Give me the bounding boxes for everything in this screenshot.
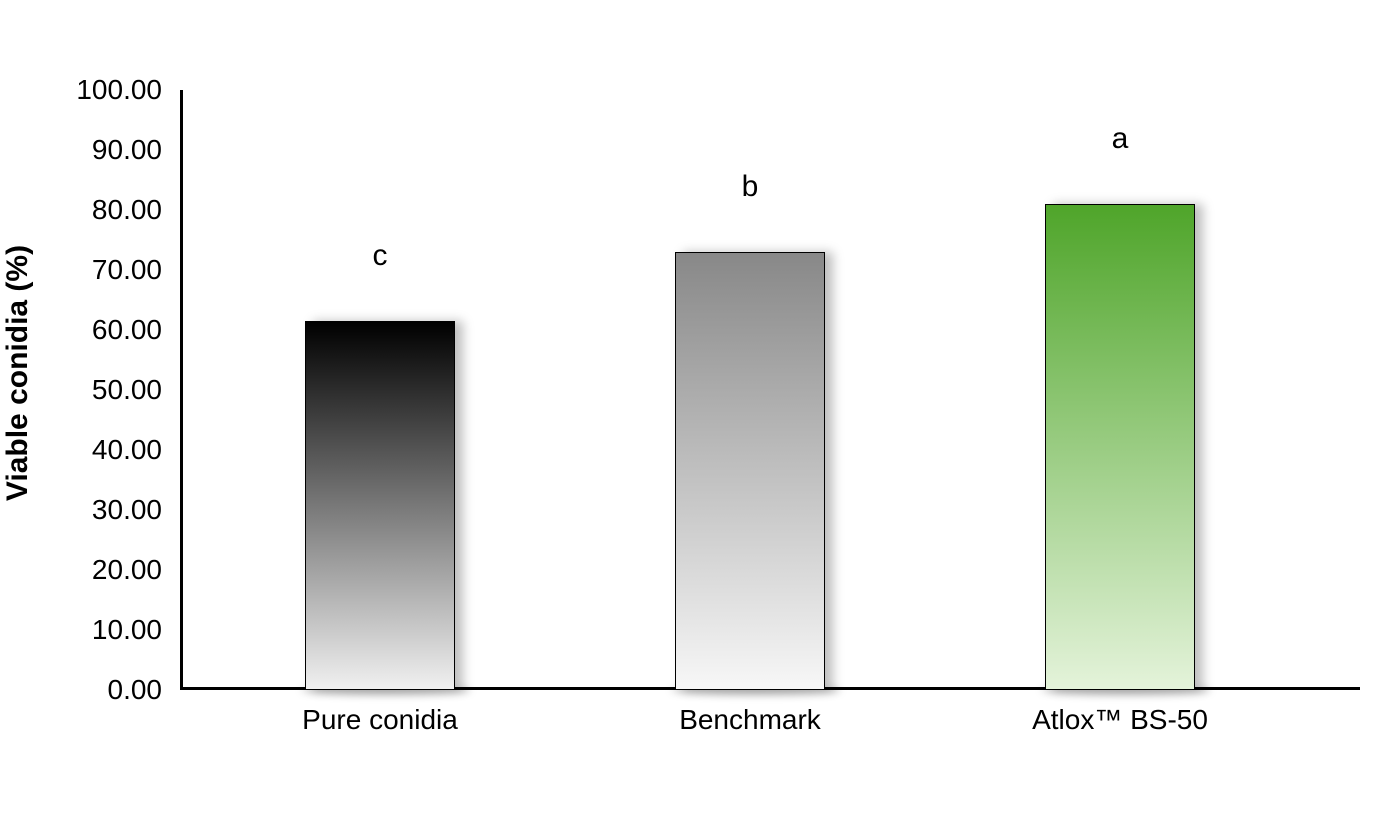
y-tick-label: 30.00 — [92, 494, 180, 526]
x-tick-label: Pure conidia — [302, 690, 458, 736]
bar-annotation: a — [1112, 122, 1129, 156]
y-axis-label: Viable conidia (%) — [1, 245, 35, 501]
y-tick-label: 90.00 — [92, 134, 180, 166]
y-axis-line — [180, 90, 183, 690]
bar-annotation: b — [742, 170, 759, 204]
bar-annotation: c — [373, 239, 388, 273]
viable-conidia-bar-chart: Viable conidia (%) 0.0010.0020.0030.0040… — [0, 0, 1379, 839]
bar — [675, 252, 825, 690]
bar — [1045, 204, 1195, 690]
y-tick-label: 20.00 — [92, 554, 180, 586]
x-tick-label: Atlox™ BS-50 — [1032, 690, 1208, 736]
y-tick-label: 80.00 — [92, 194, 180, 226]
y-tick-label: 100.00 — [76, 74, 180, 106]
y-tick-label: 50.00 — [92, 374, 180, 406]
y-tick-label: 0.00 — [108, 674, 181, 706]
x-tick-label: Benchmark — [679, 690, 821, 736]
y-tick-label: 40.00 — [92, 434, 180, 466]
y-tick-label: 70.00 — [92, 254, 180, 286]
y-tick-label: 60.00 — [92, 314, 180, 346]
y-tick-label: 10.00 — [92, 614, 180, 646]
plot-area: 0.0010.0020.0030.0040.0050.0060.0070.008… — [180, 90, 1360, 690]
bar — [305, 321, 455, 690]
